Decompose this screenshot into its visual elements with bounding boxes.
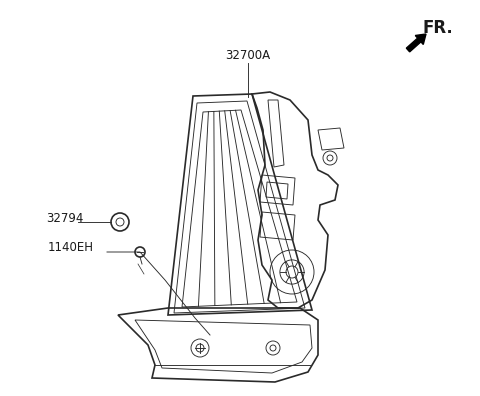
FancyArrow shape — [407, 34, 426, 52]
Text: 32700A: 32700A — [226, 48, 271, 61]
Text: 1140EH: 1140EH — [48, 240, 94, 253]
Text: 32794: 32794 — [46, 211, 84, 225]
Text: FR.: FR. — [422, 19, 454, 37]
